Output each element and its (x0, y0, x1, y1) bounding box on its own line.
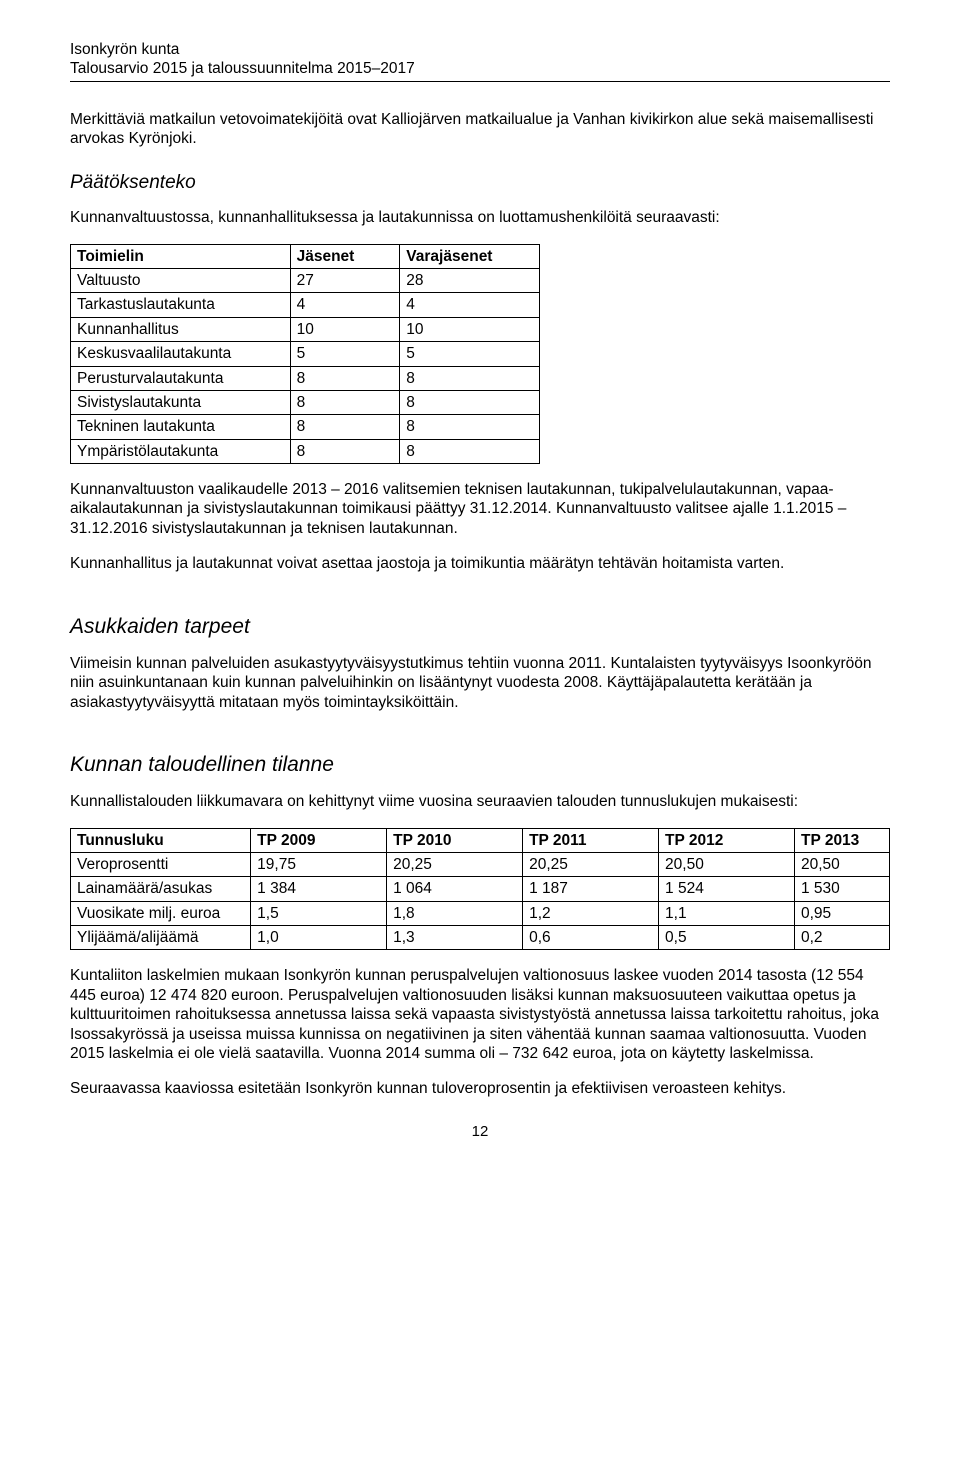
table-row: Valtuusto2728 (71, 269, 540, 293)
tunnusluku-table: Tunnusluku TP 2009 TP 2010 TP 2011 TP 20… (70, 828, 890, 951)
paatoksenteko-lead: Kunnanvaltuustossa, kunnanhallituksessa … (70, 208, 890, 227)
table-cell: 20,50 (659, 852, 795, 876)
table-row: Vuosikate milj. euroa1,51,81,21,10,95 (71, 901, 890, 925)
table-cell: 5 (400, 342, 540, 366)
col-tp2013: TP 2013 (794, 828, 889, 852)
table-cell: Ympäristölautakunta (71, 439, 291, 463)
document-page: Isonkyrön kunta Talousarvio 2015 ja talo… (0, 0, 960, 1171)
col-tp2011: TP 2011 (523, 828, 659, 852)
page-header: Isonkyrön kunta Talousarvio 2015 ja talo… (70, 40, 890, 82)
table-cell: Tarkastuslautakunta (71, 293, 291, 317)
heading-taloudellinen: Kunnan taloudellinen tilanne (70, 752, 890, 778)
table-row: Kunnanhallitus1010 (71, 317, 540, 341)
toimielin-table: Toimielin Jäsenet Varajäsenet Valtuusto2… (70, 244, 540, 464)
intro-paragraph: Merkittäviä matkailun vetovoimatekijöitä… (70, 110, 890, 149)
table-cell: 0,5 (659, 926, 795, 950)
col-toimielin: Toimielin (71, 244, 291, 268)
table-cell: Perusturvalautakunta (71, 366, 291, 390)
taloudellinen-para3: Seuraavassa kaaviossa esitetään Isonkyrö… (70, 1079, 890, 1098)
heading-paatoksenteko: Päätöksenteko (70, 171, 890, 195)
header-line2: Talousarvio 2015 ja taloussuunnitelma 20… (70, 59, 890, 78)
col-jasenet: Jäsenet (290, 244, 400, 268)
table-cell: 0,6 (523, 926, 659, 950)
table-cell: 19,75 (251, 852, 387, 876)
page-number: 12 (70, 1123, 890, 1142)
table-cell: Sivistyslautakunta (71, 390, 291, 414)
col-varajasenet: Varajäsenet (400, 244, 540, 268)
table-cell: 8 (400, 439, 540, 463)
col-tp2010: TP 2010 (387, 828, 523, 852)
table-cell: 1 384 (251, 877, 387, 901)
paatoksenteko-para3: Kunnanhallitus ja lautakunnat voivat ase… (70, 554, 890, 573)
table-cell: Tekninen lautakunta (71, 415, 291, 439)
table-row: Keskusvaalilautakunta55 (71, 342, 540, 366)
header-line1: Isonkyrön kunta (70, 40, 890, 59)
table-cell: 1 187 (523, 877, 659, 901)
table-cell: 20,25 (523, 852, 659, 876)
table-cell: Ylijäämä/alijäämä (71, 926, 251, 950)
table-row: Ympäristölautakunta88 (71, 439, 540, 463)
table-row: Tarkastuslautakunta44 (71, 293, 540, 317)
asukkaiden-para: Viimeisin kunnan palveluiden asukastyyty… (70, 654, 890, 712)
taloudellinen-para2: Kuntaliiton laskelmien mukaan Isonkyrön … (70, 966, 890, 1063)
table-row: Tekninen lautakunta88 (71, 415, 540, 439)
table-cell: 1,3 (387, 926, 523, 950)
table-cell: 1,1 (659, 901, 795, 925)
table-row: Sivistyslautakunta88 (71, 390, 540, 414)
table-cell: 1,5 (251, 901, 387, 925)
col-tunnusluku: Tunnusluku (71, 828, 251, 852)
table-cell: 20,25 (387, 852, 523, 876)
table-cell: 0,2 (794, 926, 889, 950)
table-cell: 8 (400, 390, 540, 414)
table-cell: 27 (290, 269, 400, 293)
table-cell: Valtuusto (71, 269, 291, 293)
table-cell: Veroprosentti (71, 852, 251, 876)
paatoksenteko-para2: Kunnanvaltuuston vaalikaudelle 2013 – 20… (70, 480, 890, 538)
table-cell: 8 (400, 415, 540, 439)
table-cell: 20,50 (794, 852, 889, 876)
table-cell: 1,8 (387, 901, 523, 925)
taloudellinen-lead: Kunnallistalouden liikkumavara on kehitt… (70, 792, 890, 811)
table-header-row: Tunnusluku TP 2009 TP 2010 TP 2011 TP 20… (71, 828, 890, 852)
table-row: Ylijäämä/alijäämä1,01,30,60,50,2 (71, 926, 890, 950)
table-cell: 0,95 (794, 901, 889, 925)
col-tp2012: TP 2012 (659, 828, 795, 852)
table-cell: 28 (400, 269, 540, 293)
table-cell: 4 (290, 293, 400, 317)
table-cell: 8 (290, 390, 400, 414)
table-cell: 1 530 (794, 877, 889, 901)
table-cell: Kunnanhallitus (71, 317, 291, 341)
table-cell: 10 (400, 317, 540, 341)
table-header-row: Toimielin Jäsenet Varajäsenet (71, 244, 540, 268)
table-row: Lainamäärä/asukas1 3841 0641 1871 5241 5… (71, 877, 890, 901)
col-tp2009: TP 2009 (251, 828, 387, 852)
table-row: Veroprosentti19,7520,2520,2520,5020,50 (71, 852, 890, 876)
table-cell: 1 064 (387, 877, 523, 901)
table-cell: Lainamäärä/asukas (71, 877, 251, 901)
table-cell: 8 (290, 415, 400, 439)
table-cell: 1,2 (523, 901, 659, 925)
table-cell: 1 524 (659, 877, 795, 901)
table-cell: Vuosikate milj. euroa (71, 901, 251, 925)
table-cell: 5 (290, 342, 400, 366)
table-cell: 4 (400, 293, 540, 317)
table-cell: 8 (290, 366, 400, 390)
heading-asukkaiden: Asukkaiden tarpeet (70, 614, 890, 640)
table-cell: Keskusvaalilautakunta (71, 342, 291, 366)
table-cell: 1,0 (251, 926, 387, 950)
table-row: Perusturvalautakunta88 (71, 366, 540, 390)
table-cell: 8 (400, 366, 540, 390)
table-cell: 8 (290, 439, 400, 463)
table-cell: 10 (290, 317, 400, 341)
